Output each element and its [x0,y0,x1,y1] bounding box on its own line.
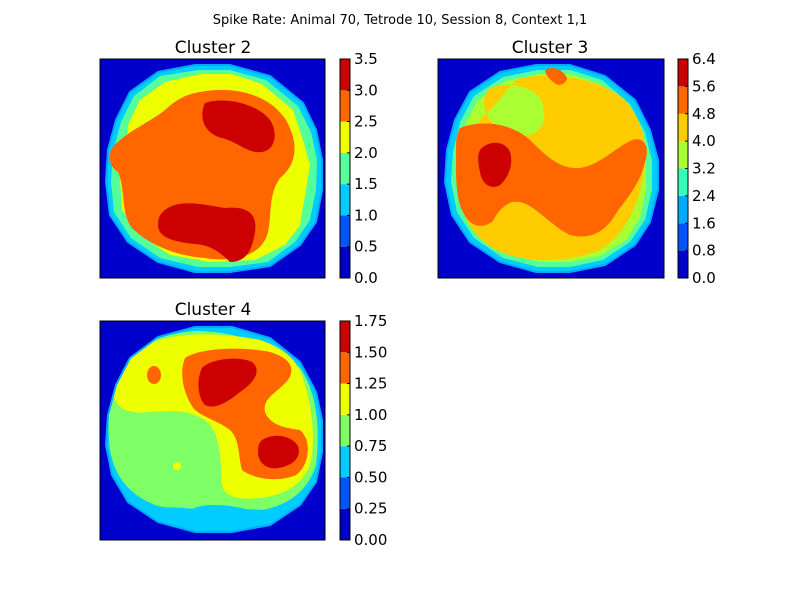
colorbar-band [340,352,350,384]
colorbar-tick-label: 1.00 [354,406,387,424]
colorbar-tick-label: 1.0 [354,206,378,224]
arena-boundary [104,64,323,273]
colorbar-tick-label: 1.25 [354,375,387,393]
colorbar-band [340,508,350,540]
colorbar-band [340,477,350,509]
contour-level-6-peak-upper [198,358,257,407]
colorbar-tick-label: 6.4 [692,50,716,68]
panel-cluster-2: Cluster 2 0.0 0.5 1.0 1.5 2.0 2.5 3.0 3.5 [99,38,378,287]
panel-cluster-4: Cluster 4 0.00 0.25 0.50 0.75 1.00 1.25 1.50 1.… [99,300,387,549]
axes-frame [437,58,665,279]
colorbar-tick-label: 3.0 [354,81,378,99]
colorbar: 0.0 0.8 1.6 2.4 3.2 4.0 4.8 5.6 6.4 [677,50,716,287]
colorbar-band [678,86,688,114]
colorbar-fill [678,59,688,278]
colorbar-band [678,223,688,251]
colorbar-band [678,168,688,196]
colorbar: 0.00 0.25 0.50 0.75 1.00 1.25 1.50 1.75 [339,312,387,549]
colorbar-tick-label: 1.6 [692,214,716,232]
plot-title: Cluster 4 [175,300,252,320]
axes-frame [99,58,326,279]
colorbar-band [340,152,350,185]
contour-level-6-peak-lower [158,203,256,262]
colorbar-tick-label: 0.8 [692,242,716,260]
colorbar-ticks: 0.0 0.8 1.6 2.4 3.2 4.0 4.8 5.6 6.4 [685,50,716,287]
contour-map [100,59,325,278]
colorbar-tick-label: 1.5 [354,175,378,193]
contour-level-6-top [545,68,567,85]
colorbar-tick-label: 0.00 [354,531,387,549]
colorbar-tick-label: 4.8 [692,105,716,123]
contour-level-7-peak-left [478,142,512,187]
colorbar-band [678,113,688,142]
plot-title: Cluster 3 [512,38,589,58]
colorbar-band [340,321,350,353]
colorbar-tick-label: 0.75 [354,437,387,455]
colorbar-band [678,141,688,169]
figure-suptitle: Spike Rate: Animal 70, Tetrode 10, Sessi… [213,13,588,28]
contour-spot-left [147,366,161,384]
colorbar-fill [340,321,350,540]
colorbar-ticks: 0.0 0.5 1.0 1.5 2.0 2.5 3.0 3.5 [347,50,378,287]
arena-boundary [104,326,323,533]
colorbar-tick-label: 0.50 [354,468,387,486]
colorbar-tick-label: 0.5 [354,238,378,256]
colorbar-band [678,59,688,87]
colorbar-band [678,195,688,224]
plot-title: Cluster 2 [175,38,252,58]
colorbar-tick-label: 0.25 [354,500,387,518]
colorbar-fill [340,59,350,278]
colorbar-tick-label: 3.2 [692,160,716,178]
colorbar-frame [339,320,351,541]
colorbar-band [340,446,350,478]
contour-level-6-peak-upper [202,100,275,153]
contour-map [438,59,664,278]
arena-boundary [443,64,659,273]
colorbar-frame [339,58,351,279]
contour-spot-lower [173,462,181,470]
colorbar-band [340,59,350,91]
colorbar: 0.0 0.5 1.0 1.5 2.0 2.5 3.0 3.5 [339,50,378,287]
panel-cluster-3: Cluster 3 0.0 0.8 1.6 2.4 3.2 4.0 4.8 5.6 6.4 [437,38,716,287]
colorbar-tick-label: 0.0 [354,269,378,287]
contour-level-2-bottom [189,505,251,532]
colorbar-band [340,246,350,278]
colorbar-band [340,215,350,247]
colorbar-tick-label: 5.6 [692,77,716,95]
colorbar-band [340,383,350,415]
colorbar-tick-label: 1.75 [354,312,387,330]
colorbar-ticks: 0.00 0.25 0.50 0.75 1.00 1.25 1.50 1.75 [347,312,387,549]
colorbar-tick-label: 3.5 [354,50,378,68]
colorbar-band [340,121,350,153]
colorbar-tick-label: 1.50 [354,343,387,361]
colorbar-tick-label: 0.0 [692,269,716,287]
axes-frame [99,320,326,541]
colorbar-tick-label: 4.0 [692,132,716,150]
contour-level-6-peak-right [258,435,299,469]
contour-map [100,321,325,540]
colorbar-band [340,414,350,447]
colorbar-tick-label: 2.0 [354,144,378,162]
colorbar-tick-label: 2.5 [354,113,378,131]
colorbar-band [340,184,350,216]
colorbar-band [678,250,688,278]
colorbar-band [340,90,350,122]
colorbar-tick-label: 2.4 [692,187,716,205]
